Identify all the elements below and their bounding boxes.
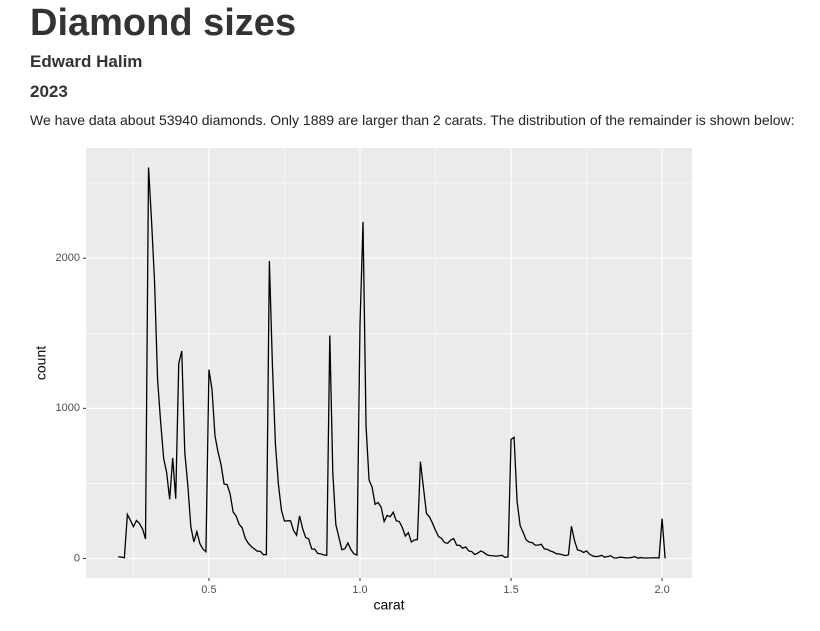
y-axis-label: count [33,346,49,380]
y-tick-label: 0 [74,552,80,564]
x-tick-label: 1.0 [352,584,367,596]
y-tick-label: 1000 [56,402,80,414]
data-line [118,167,666,559]
x-tick-label: 2.0 [654,584,669,596]
y-tick-label: 2000 [56,252,80,264]
paragraph: We have data about 53940 diamonds. Only … [30,112,795,128]
x-tick-label: 0.5 [201,584,216,596]
author: Edward Halim [30,52,143,71]
date: 2023 [30,82,68,101]
chart: count carat 0.5 1.0 1.5 2.0 0 1000 2000 [33,148,692,613]
title: Diamond sizes [30,2,297,44]
plot-panel [86,148,692,578]
x-axis-label: carat [373,597,404,613]
x-tick-label: 1.5 [503,584,518,596]
